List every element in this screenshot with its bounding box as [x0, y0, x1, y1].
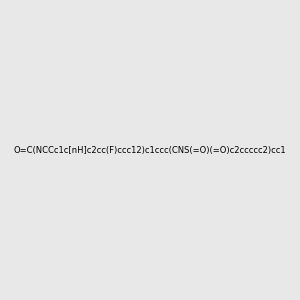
Text: O=C(NCCc1c[nH]c2cc(F)ccc12)c1ccc(CNS(=O)(=O)c2ccccc2)cc1: O=C(NCCc1c[nH]c2cc(F)ccc12)c1ccc(CNS(=O)…	[14, 146, 286, 154]
